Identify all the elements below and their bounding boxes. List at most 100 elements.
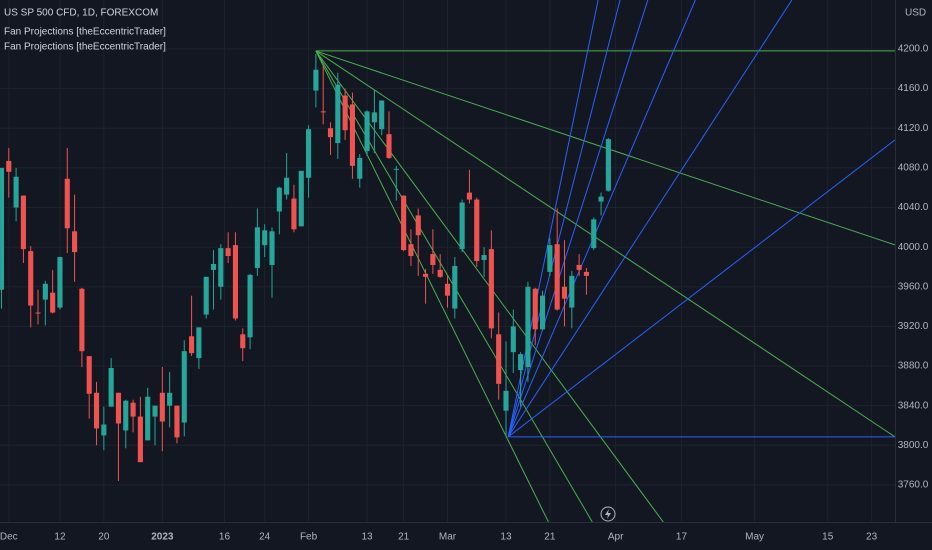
y-tick-label: 4000.0 bbox=[898, 242, 929, 253]
candle-body bbox=[313, 69, 319, 91]
candle-body bbox=[510, 326, 516, 353]
x-tick-label: Apr bbox=[608, 532, 624, 543]
candle-body bbox=[174, 405, 180, 438]
candle-body bbox=[320, 111, 326, 113]
candle-body bbox=[93, 392, 100, 429]
candle-body bbox=[28, 251, 34, 306]
candle-body bbox=[539, 295, 546, 330]
replay-icon[interactable] bbox=[600, 506, 616, 522]
candle-body bbox=[532, 288, 538, 330]
candle-body bbox=[57, 257, 63, 308]
y-tick-label: 3760.0 bbox=[898, 480, 929, 491]
candle-body bbox=[152, 405, 158, 417]
fan-line bbox=[507, 0, 793, 438]
candle-body bbox=[108, 368, 114, 407]
currency-label: USD bbox=[905, 8, 926, 19]
candle-body bbox=[42, 283, 48, 300]
candle-body bbox=[327, 128, 334, 138]
candle-body bbox=[6, 160, 12, 172]
fan-line bbox=[507, 139, 895, 438]
candle-body bbox=[72, 231, 78, 253]
x-tick-label: 21 bbox=[398, 532, 410, 543]
candle-body bbox=[137, 416, 143, 463]
y-tick-label: 4040.0 bbox=[898, 202, 929, 213]
candle-body bbox=[284, 177, 290, 195]
candle-body bbox=[569, 275, 575, 308]
x-tick-label: Dec bbox=[0, 532, 18, 543]
candle-body bbox=[444, 283, 451, 296]
candle-body bbox=[196, 327, 202, 359]
candle-body bbox=[466, 192, 472, 200]
candle-body bbox=[0, 167, 5, 290]
x-tick-label: Mar bbox=[439, 532, 457, 543]
candle-body bbox=[415, 215, 421, 236]
candle-body bbox=[123, 400, 129, 431]
y-tick-label: 3840.0 bbox=[898, 400, 929, 411]
y-tick-label: 3960.0 bbox=[898, 281, 929, 292]
candle-body bbox=[50, 292, 56, 313]
candle-body bbox=[430, 254, 436, 265]
x-tick-label: 21 bbox=[544, 532, 556, 543]
candle-body bbox=[189, 336, 195, 354]
candle-body bbox=[371, 112, 377, 123]
candle-body bbox=[423, 273, 429, 277]
x-tick-label: 24 bbox=[259, 532, 271, 543]
candle-body bbox=[254, 227, 260, 268]
fan-line bbox=[507, 0, 696, 438]
x-tick-label: 15 bbox=[822, 532, 834, 543]
candle-body bbox=[218, 248, 224, 287]
candle-body bbox=[401, 195, 407, 251]
candle-body bbox=[159, 392, 165, 422]
candle-body bbox=[262, 230, 268, 246]
candle-body bbox=[576, 264, 582, 270]
x-tick-label: 23 bbox=[866, 532, 878, 543]
candle-body bbox=[598, 196, 604, 202]
candle-body bbox=[496, 334, 502, 384]
candle-body bbox=[291, 198, 297, 230]
x-tick-label: 17 bbox=[676, 532, 688, 543]
candle-body bbox=[342, 95, 348, 131]
x-tick-label: 2023 bbox=[151, 532, 174, 543]
x-tick-label: Feb bbox=[300, 532, 318, 543]
x-tick-label: May bbox=[745, 532, 764, 543]
candle-body bbox=[20, 195, 26, 250]
candle-body bbox=[605, 139, 611, 191]
candle-body bbox=[554, 244, 560, 310]
candle-body bbox=[13, 176, 19, 208]
candle-body bbox=[64, 178, 70, 229]
candle-body bbox=[591, 219, 597, 249]
candle-body bbox=[481, 255, 487, 261]
x-tick-label: 12 bbox=[54, 532, 66, 543]
candle-body bbox=[459, 202, 465, 250]
candle-body bbox=[35, 312, 41, 314]
y-tick-label: 4200.0 bbox=[898, 44, 929, 55]
candle-body bbox=[298, 170, 304, 227]
candle-body bbox=[306, 129, 312, 178]
candle-body bbox=[130, 402, 136, 417]
candle-body bbox=[210, 263, 217, 270]
y-tick-label: 4160.0 bbox=[898, 83, 929, 94]
candle-body bbox=[452, 265, 458, 309]
fan-line bbox=[315, 50, 895, 246]
candle-body bbox=[276, 187, 282, 212]
candle-body bbox=[488, 249, 494, 329]
candle-body bbox=[101, 424, 107, 436]
indicator-label: Fan Projections [theEccentricTrader] bbox=[4, 27, 166, 38]
candle-body bbox=[357, 157, 363, 179]
fan-line bbox=[507, 0, 649, 438]
axes: 3760.0 3800.0 3840.0 3880.0 3920.0 3960.0 4000… bbox=[0, 44, 929, 543]
y-tick-label: 4120.0 bbox=[898, 123, 929, 134]
candle-body bbox=[547, 245, 553, 272]
candle-body bbox=[240, 334, 246, 349]
candle-body bbox=[115, 392, 122, 424]
y-tick-label: 3920.0 bbox=[898, 321, 929, 332]
candle-body bbox=[225, 248, 231, 257]
fan-line bbox=[315, 50, 895, 438]
candle-body bbox=[181, 351, 187, 423]
x-tick-label: 20 bbox=[98, 532, 110, 543]
candle-body bbox=[203, 276, 209, 315]
candle-body bbox=[386, 134, 392, 158]
